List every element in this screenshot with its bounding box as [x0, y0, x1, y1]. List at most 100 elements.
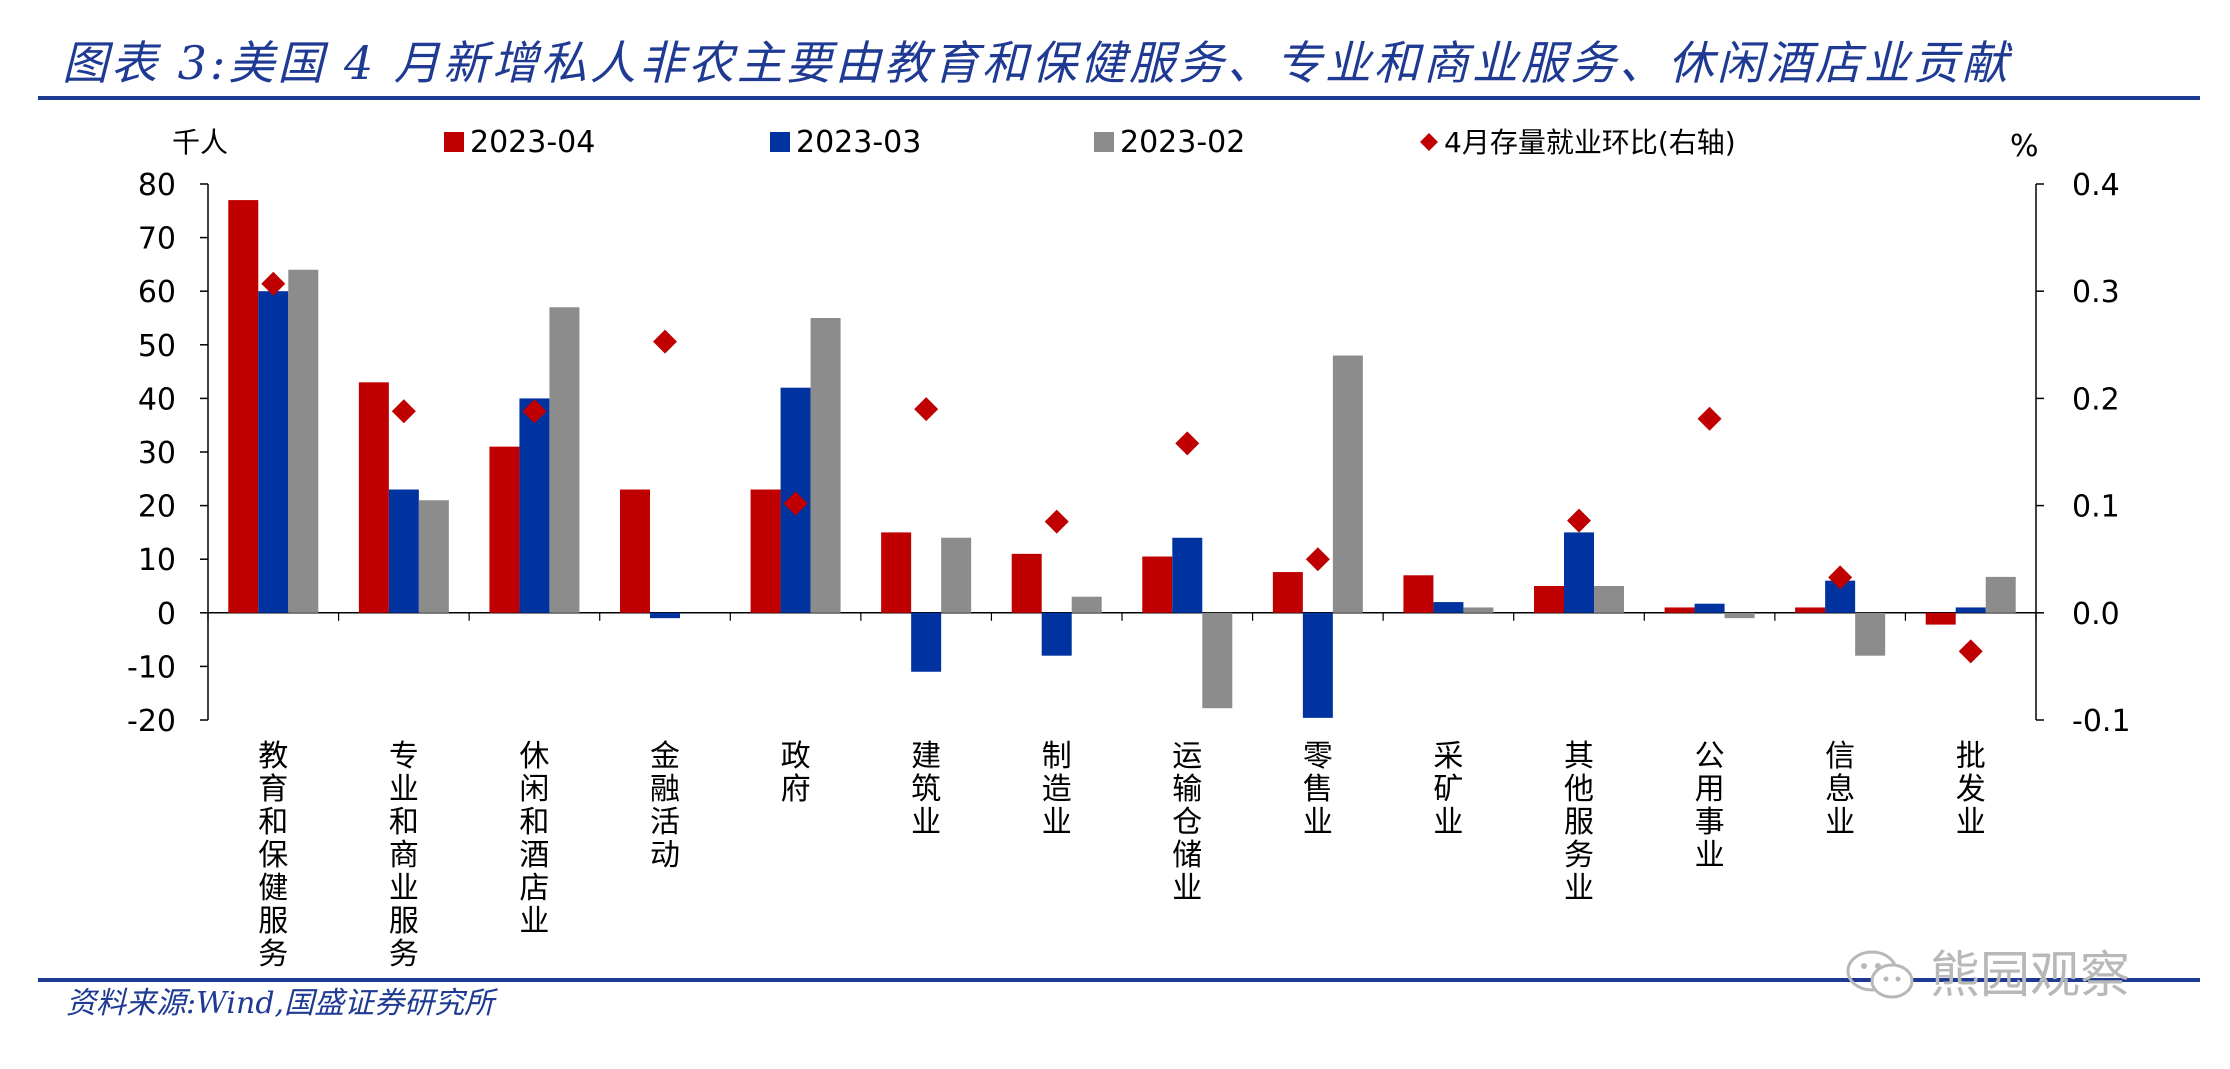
y-left-tick-label: -10 [127, 650, 176, 685]
x-category-label: 其他服务业 [1564, 739, 1594, 906]
x-category-label: 专业和商业服务 [389, 739, 419, 972]
y-right-tick-label: 0.0 [2072, 597, 2120, 632]
bar-2023-02 [1724, 612, 1755, 619]
bar-2023-02 [549, 307, 580, 613]
point-right-axis [1958, 639, 1983, 664]
x-category-label: 零售业 [1303, 739, 1333, 840]
legend-label: 2023-04 [470, 125, 595, 160]
bar-2023-04 [1664, 607, 1695, 613]
bar-2023-04 [358, 382, 389, 613]
y-left-tick-label: 10 [138, 543, 176, 578]
x-category-label: 金融活动 [650, 739, 680, 873]
x-category-label: 制造业 [1042, 739, 1072, 840]
x-category-label: 政府 [781, 739, 811, 807]
chart-axes: -20 -10 0 10 20 30 40 50 60 70 80 -0.1 0.0 0.1 0.2 0.3 0… [127, 126, 2131, 739]
point-right-axis [1828, 565, 1853, 590]
legend-label: 2023-02 [1120, 125, 1245, 160]
bar-2023-03 [1041, 612, 1072, 656]
point-right-axis [261, 271, 286, 296]
bar-2023-03 [650, 612, 680, 619]
bar-2023-04 [1142, 556, 1173, 613]
bar-2023-02 [1985, 576, 2016, 613]
y-left-tick-label: 30 [138, 436, 176, 471]
y-left-tick-label: 80 [138, 168, 176, 203]
bar-2023-04 [1534, 586, 1564, 613]
y-right-unit-label: % [2010, 129, 2039, 164]
point-right-axis [1175, 431, 1200, 456]
point-right-axis [653, 329, 677, 354]
bar-2023-04 [1011, 553, 1042, 613]
y-right-tick-label: 0.2 [2072, 382, 2120, 417]
source-rule [38, 978, 2200, 982]
y-left-tick-label: 0 [157, 597, 176, 632]
y-left-tick-label: -20 [127, 704, 176, 739]
y-right-tick-label: 0.4 [2072, 168, 2120, 203]
bar-2023-03 [1694, 603, 1725, 613]
legend-swatch [1420, 133, 1438, 151]
watermark-text: 熊园观察 [1930, 946, 2130, 1004]
title-underline [38, 96, 2200, 100]
bar-2023-02 [941, 537, 972, 613]
point-right-axis [914, 397, 939, 422]
legend-swatch [444, 132, 464, 152]
x-category-label: 采矿业 [1433, 739, 1463, 840]
y-left-tick-label: 40 [138, 382, 176, 417]
x-category-label: 信息业 [1825, 739, 1855, 840]
y-left-tick-label: 60 [138, 275, 176, 310]
point-right-axis [391, 399, 416, 424]
chart-points [261, 271, 1983, 664]
bar-chart: -20 -10 0 10 20 30 40 50 60 70 80 -0.1 0.0 0.1 0.2 0.3 0… [127, 125, 2131, 972]
x-category-label: 教育和保健服务 [258, 739, 288, 972]
y-right-tick-label: 0.1 [2072, 490, 2120, 525]
bar-2023-03 [1302, 612, 1333, 718]
bar-2023-04 [1272, 572, 1303, 613]
bar-2023-02 [1332, 355, 1363, 613]
bar-2023-02 [1071, 596, 1102, 613]
bar-2023-03 [258, 291, 289, 613]
bar-2023-04 [1403, 575, 1434, 613]
point-right-axis [1567, 508, 1591, 533]
bar-2023-02 [418, 500, 449, 613]
bar-2023-04 [1925, 612, 1956, 625]
y-right-tick-label: 0.3 [2072, 275, 2120, 310]
bar-2023-02 [1202, 612, 1233, 709]
legend-swatch [770, 132, 790, 152]
x-category-label: 批发业 [1956, 739, 1986, 840]
bar-2023-04 [750, 489, 781, 613]
bar-2023-02 [1855, 612, 1886, 656]
bar-2023-02 [1594, 586, 1624, 613]
y-right-tick-label: -0.1 [2072, 704, 2131, 739]
bar-2023-02 [1463, 607, 1494, 613]
bar-2023-03 [1172, 537, 1203, 613]
chart-title: 图表 3:美国 4 月新增私人非农主要由教育和保健服务、专业和商业服务、休闲酒店… [62, 36, 2011, 90]
bar-2023-04 [881, 532, 912, 613]
bar-2023-03 [1564, 532, 1594, 613]
y-left-tick-label: 70 [138, 222, 176, 257]
y-left-tick-label: 50 [138, 329, 176, 364]
point-right-axis [1044, 509, 1069, 534]
wechat-icon [1846, 949, 1916, 1001]
y-left-unit-label: 千人 [172, 126, 228, 159]
bar-2023-04 [228, 200, 259, 613]
chart-bars [228, 200, 2016, 718]
legend-label: 2023-03 [796, 125, 921, 160]
bar-2023-02 [810, 318, 841, 613]
x-category-label: 休闲和酒店业 [519, 739, 549, 939]
chart-legend: 2023-04 2023-03 2023-02 4月存量就业环比(右轴) [444, 125, 1736, 160]
bar-2023-03 [519, 398, 550, 613]
legend-label: 4月存量就业环比(右轴) [1444, 126, 1736, 159]
bar-2023-04 [1795, 607, 1826, 613]
point-right-axis [1697, 406, 1722, 431]
source-note: 资料来源:Wind,国盛证券研究所 [66, 986, 495, 1021]
x-category-label: 建筑业 [911, 739, 941, 840]
bar-2023-04 [489, 446, 520, 613]
point-right-axis [522, 399, 547, 424]
point-right-axis [783, 491, 808, 516]
legend-swatch [1094, 132, 1114, 152]
x-category-labels: 教育和保健服务 专业和商业服务 休闲和酒店业 金融活动 政府 建筑业 制造业 运输仓储业 零售业… [258, 739, 1985, 972]
y-left-tick-label: 20 [138, 490, 176, 525]
bar-2023-03 [1955, 607, 1986, 613]
x-category-label: 公用事业 [1695, 739, 1725, 873]
bar-2023-02 [288, 269, 319, 613]
bar-2023-03 [1433, 602, 1464, 613]
